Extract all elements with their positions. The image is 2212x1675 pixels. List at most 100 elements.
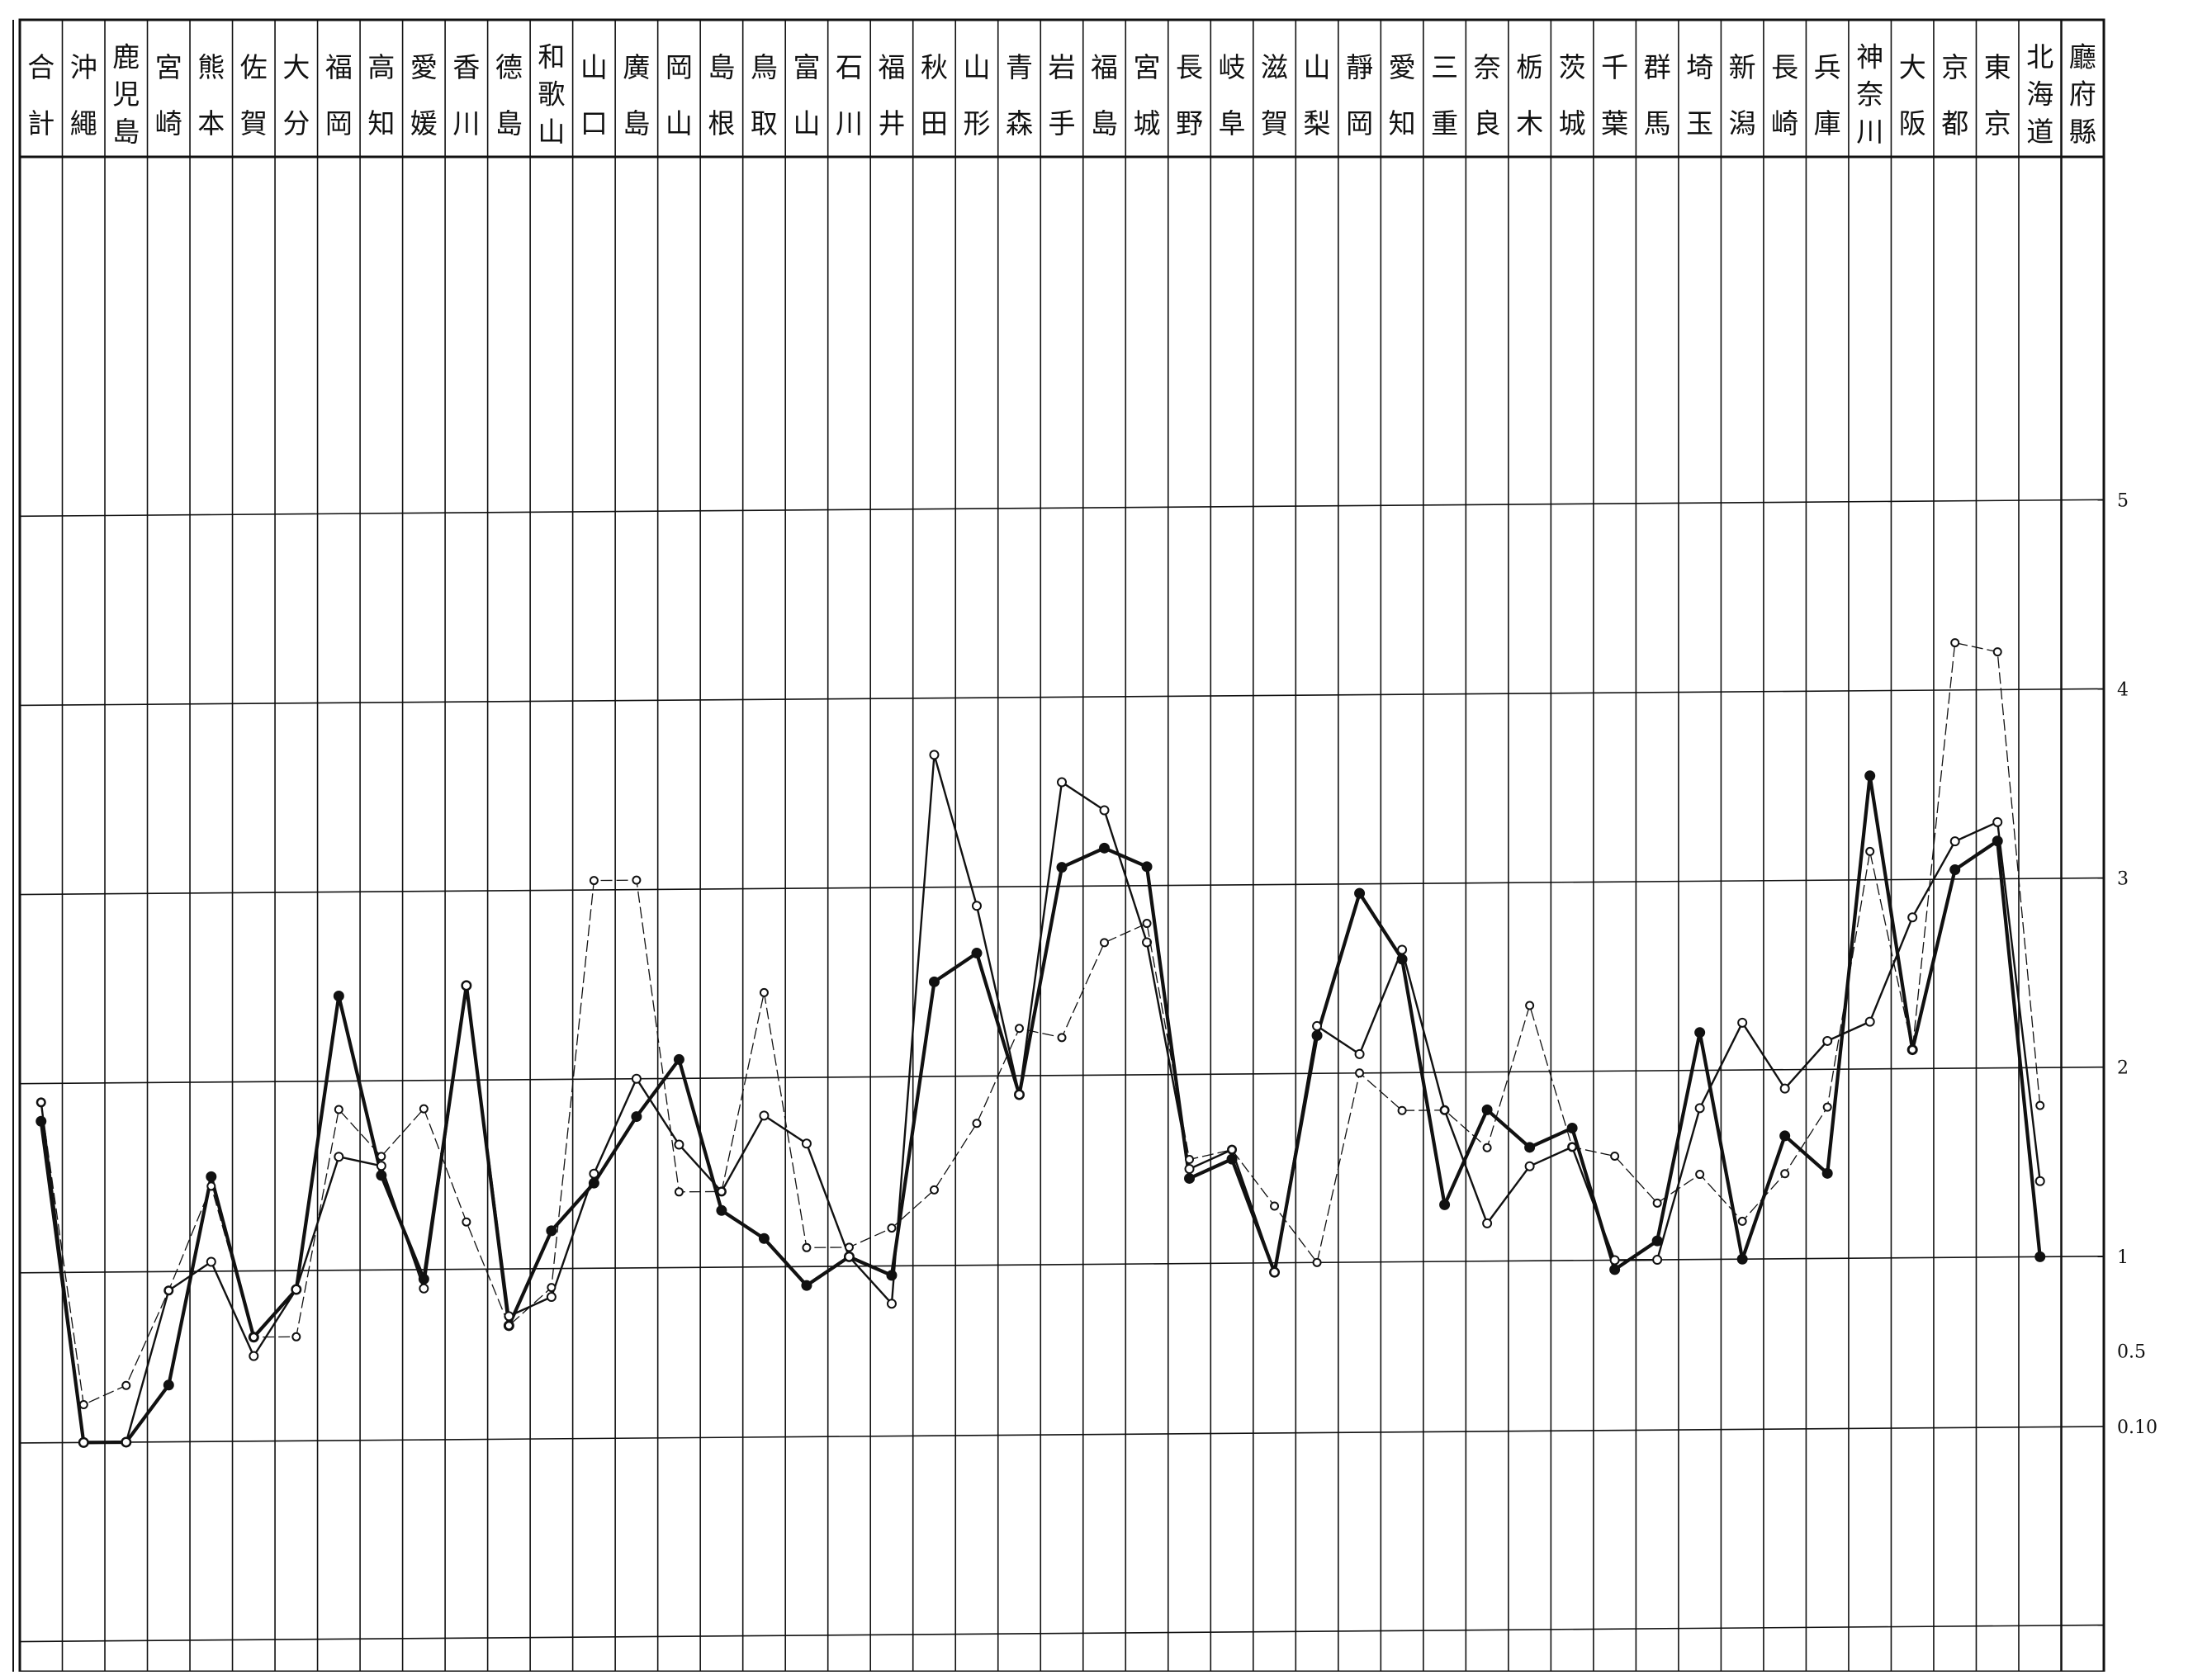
data-point [1907,1045,1917,1055]
header-char: 府 [2069,78,2096,111]
data-point [589,876,599,886]
header-char: 馬 [1644,107,1671,140]
header-char: 本 [197,107,225,140]
data-point [971,948,983,959]
header-char: 佐 [240,51,268,83]
data-point [844,1242,854,1252]
data-point [163,1379,174,1391]
header-char: 川 [452,107,480,140]
gridline [19,877,2105,896]
data-point [717,1186,727,1196]
category-header: 和歌山 [538,40,565,148]
category-header: 三重 [1431,51,1458,140]
header-char: 森 [1006,107,1033,140]
data-point [1779,1083,1790,1094]
category-header: 愛媛 [410,51,438,140]
data-point [1992,647,2002,657]
data-point [206,1256,216,1267]
header-char: 德 [495,51,523,83]
category-header: 栃木 [1516,51,1543,140]
series-line-light [40,641,2041,1406]
data-point [1651,1235,1663,1247]
data-point [1567,1142,1577,1152]
gridline [19,1255,2105,1274]
data-point [1695,1170,1705,1180]
data-point [1652,1198,1662,1208]
data-point [1014,1024,1024,1034]
data-point [249,1332,258,1342]
header-char: 宮 [155,51,182,83]
header-char: 島 [495,107,523,140]
category-header: 島根 [708,51,735,140]
header-char: 山 [1304,51,1331,83]
data-point [1355,1068,1365,1078]
header-char: 長 [1771,51,1798,83]
data-point [674,1139,684,1150]
header-char: 川 [1856,116,1883,148]
header-char: 兵 [1814,51,1841,83]
data-point [1227,1145,1237,1155]
data-point [206,1181,216,1191]
data-point [419,1283,429,1294]
header-char: 崎 [1771,107,1798,140]
data-point [1524,1161,1535,1171]
header-char: 計 [27,107,54,140]
data-point [1950,638,1960,648]
chart-frame [12,18,2105,1673]
data-point [759,987,769,997]
header-char: 青 [1006,51,1033,83]
category-header: 秋田 [921,51,948,140]
header-char: 山 [793,107,820,140]
data-point [1566,1122,1578,1133]
category-header: 兵庫 [1814,51,1841,140]
data-point [1864,770,1876,782]
data-point [1822,1035,1833,1046]
y-tick-label: 2 [2117,1058,2129,1079]
category-header: 岐阜 [1219,51,1246,140]
header-char: 庫 [1814,107,1841,140]
data-point [504,1321,514,1331]
category-header: 德島 [495,51,523,140]
data-point [1992,816,2003,827]
data-point [1821,1167,1833,1179]
data-point [291,1285,301,1295]
header-char: 島 [112,116,140,148]
data-point [1057,1033,1067,1043]
header-char: 山 [538,116,565,148]
data-point [844,1252,855,1262]
data-point [758,1233,770,1244]
header-char: 新 [1729,51,1756,83]
category-header: 靜岡 [1346,51,1373,140]
category-header: 岡山 [665,51,693,140]
data-point [163,1285,173,1295]
header-char: 繩 [70,107,97,140]
data-point [1014,1089,1025,1100]
data-point [78,1437,89,1448]
header-char: 廳 [2069,40,2096,73]
header-char: 潟 [1729,107,1756,140]
data-point [928,976,940,987]
data-point [1439,1199,1451,1210]
category-header: 香川 [452,51,480,140]
data-point [1142,937,1153,948]
header-char: 岩 [1049,51,1076,83]
header-char: 鹿 [112,40,140,73]
data-point [1397,1105,1407,1115]
category-header: 石川 [836,51,863,140]
data-point [1354,1048,1365,1059]
header-char: 廣 [623,51,650,83]
header-char: 熊 [197,51,225,83]
data-point [1737,1216,1747,1226]
category-header: 鳥取 [751,51,778,140]
gridline [19,1066,2105,1085]
header-char: 山 [963,51,990,83]
header-char: 縣 [2069,116,2096,148]
y-tick-label: 1 [2117,1247,2129,1268]
category-header: 滋賀 [1261,51,1288,140]
header-char: 千 [1601,51,1628,83]
data-point [546,1292,557,1303]
data-point [759,1110,770,1121]
header-char: 岡 [1346,107,1373,140]
data-point [1354,887,1366,899]
